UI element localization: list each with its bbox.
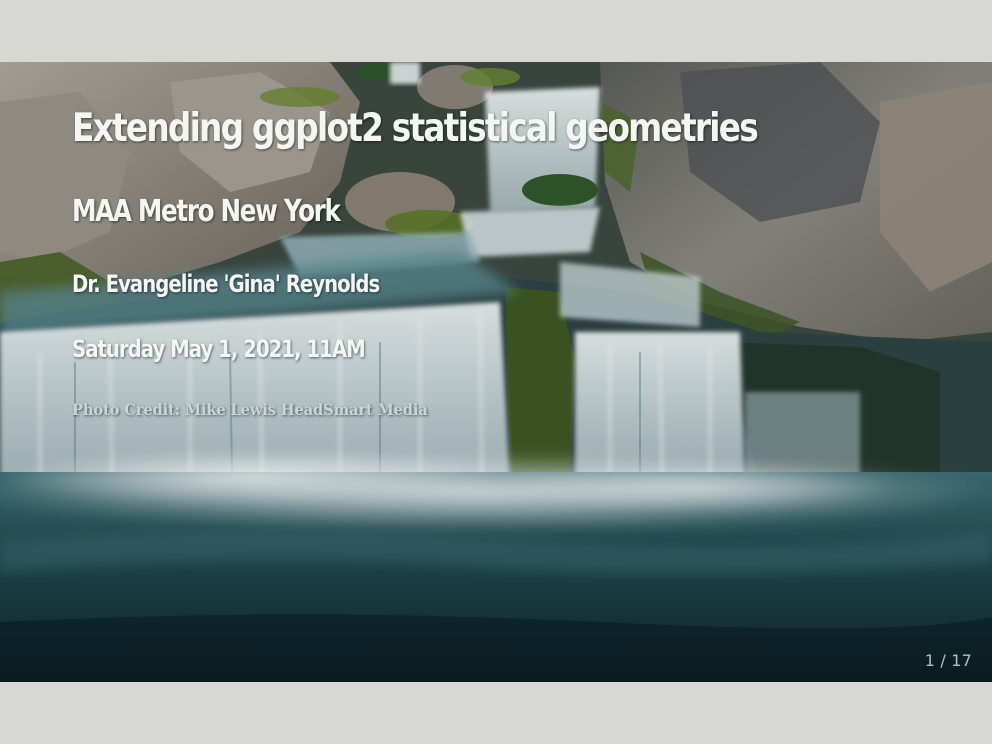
photo-credit: Photo Credit: Mike Lewis HeadSmart Media [72,400,428,419]
slide-title: Extending ggplot2 statistical geometries [72,106,759,151]
title-slide: Extending ggplot2 statistical geometries… [0,62,992,682]
slide-author: Dr. Evangeline 'Gina' Reynolds [72,270,380,298]
slide-subtitle: MAA Metro New York [72,194,341,229]
slide-page-number: 1 / 17 [924,651,972,670]
slide-date: Saturday May 1, 2021, 11AM [72,335,366,363]
waterfall-background-image [0,62,992,682]
